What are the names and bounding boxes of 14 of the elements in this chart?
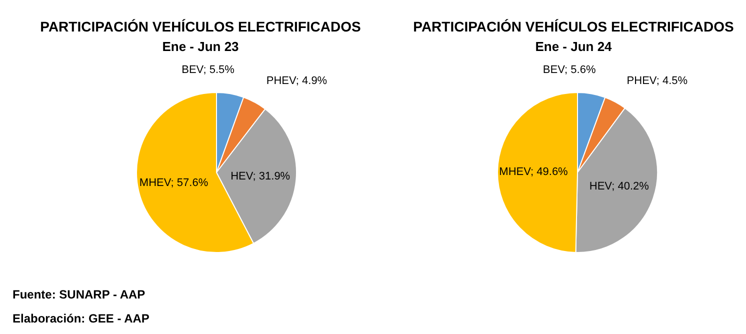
chart-title: PARTICIPACIÓN VEHÍCULOS ELECTRIFICADOS	[413, 18, 734, 34]
source-note: Fuente: SUNARP - AAP	[12, 288, 146, 302]
text: Elaboración: GEE - AAP	[12, 312, 150, 326]
slice-label: MHEV; 49.6%	[499, 166, 568, 178]
slice-label: BEV; 5.5%	[182, 64, 235, 76]
slice-label: MHEV; 57.6%	[139, 176, 208, 189]
slice-label: HEV; 40.2%	[589, 180, 650, 193]
slice-label: PHEV; 4.9%	[266, 75, 328, 88]
slice-label: BEV; 5.6%	[542, 64, 596, 76]
chart-title: PARTICIPACIÓN VEHÍCULOS ELECTRIFICADOS	[40, 18, 361, 34]
chart-subtitle: Ene - Jun 23	[162, 39, 239, 54]
slice-label: PHEV; 4.5%	[626, 74, 688, 87]
slice-label: HEV; 31.9%	[230, 170, 290, 182]
chart-subtitle: Ene - Jun 24	[535, 39, 613, 54]
